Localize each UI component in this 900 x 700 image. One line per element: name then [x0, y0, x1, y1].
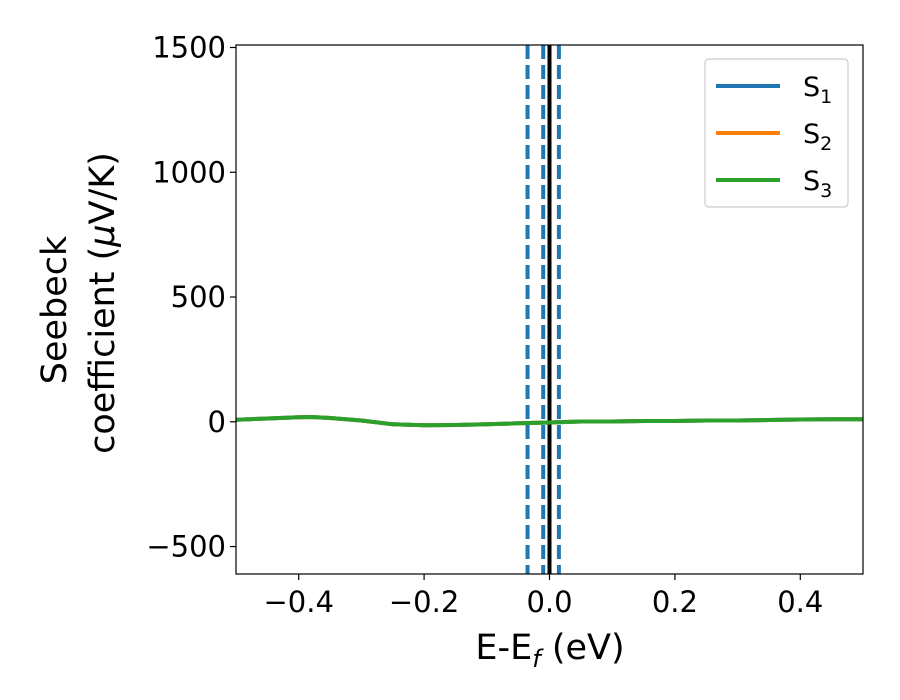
x-tick-label: −0.4: [263, 585, 333, 619]
y-tick-label: 1000: [152, 155, 226, 189]
series-line-s3: [236, 415, 863, 428]
x-tick-label: −0.2: [389, 585, 459, 619]
y-tick-label: 0: [208, 405, 226, 439]
x-tick-label: 0.2: [652, 585, 698, 619]
axis-ticks: −0.4 −0.2 0.0 0.2 0.4 −500 0 500 1000 1500: [146, 30, 823, 619]
x-tick-label: 0.4: [777, 585, 823, 619]
legend-label-s3: S3: [803, 166, 832, 202]
y-axis-title-line2: coefficient (μV/K): [83, 152, 123, 454]
x-tick-label: 0.0: [526, 585, 572, 619]
legend-label-s2: S2: [803, 119, 832, 155]
legend-label-s1: S1: [803, 72, 832, 108]
y-tick-label: 500: [171, 280, 226, 314]
plot-area: [235, 44, 864, 575]
x-axis-title: E-Ef (eV): [475, 628, 624, 673]
legend: S1 S2 S3: [704, 58, 849, 208]
plot-content: [236, 45, 863, 574]
y-axis-title-line1: Seebeck: [35, 235, 75, 384]
y-tick-label: −500: [146, 530, 226, 564]
y-tick-label: 1500: [152, 30, 226, 64]
